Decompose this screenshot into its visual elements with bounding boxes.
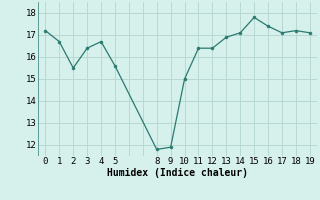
X-axis label: Humidex (Indice chaleur): Humidex (Indice chaleur): [107, 168, 248, 178]
